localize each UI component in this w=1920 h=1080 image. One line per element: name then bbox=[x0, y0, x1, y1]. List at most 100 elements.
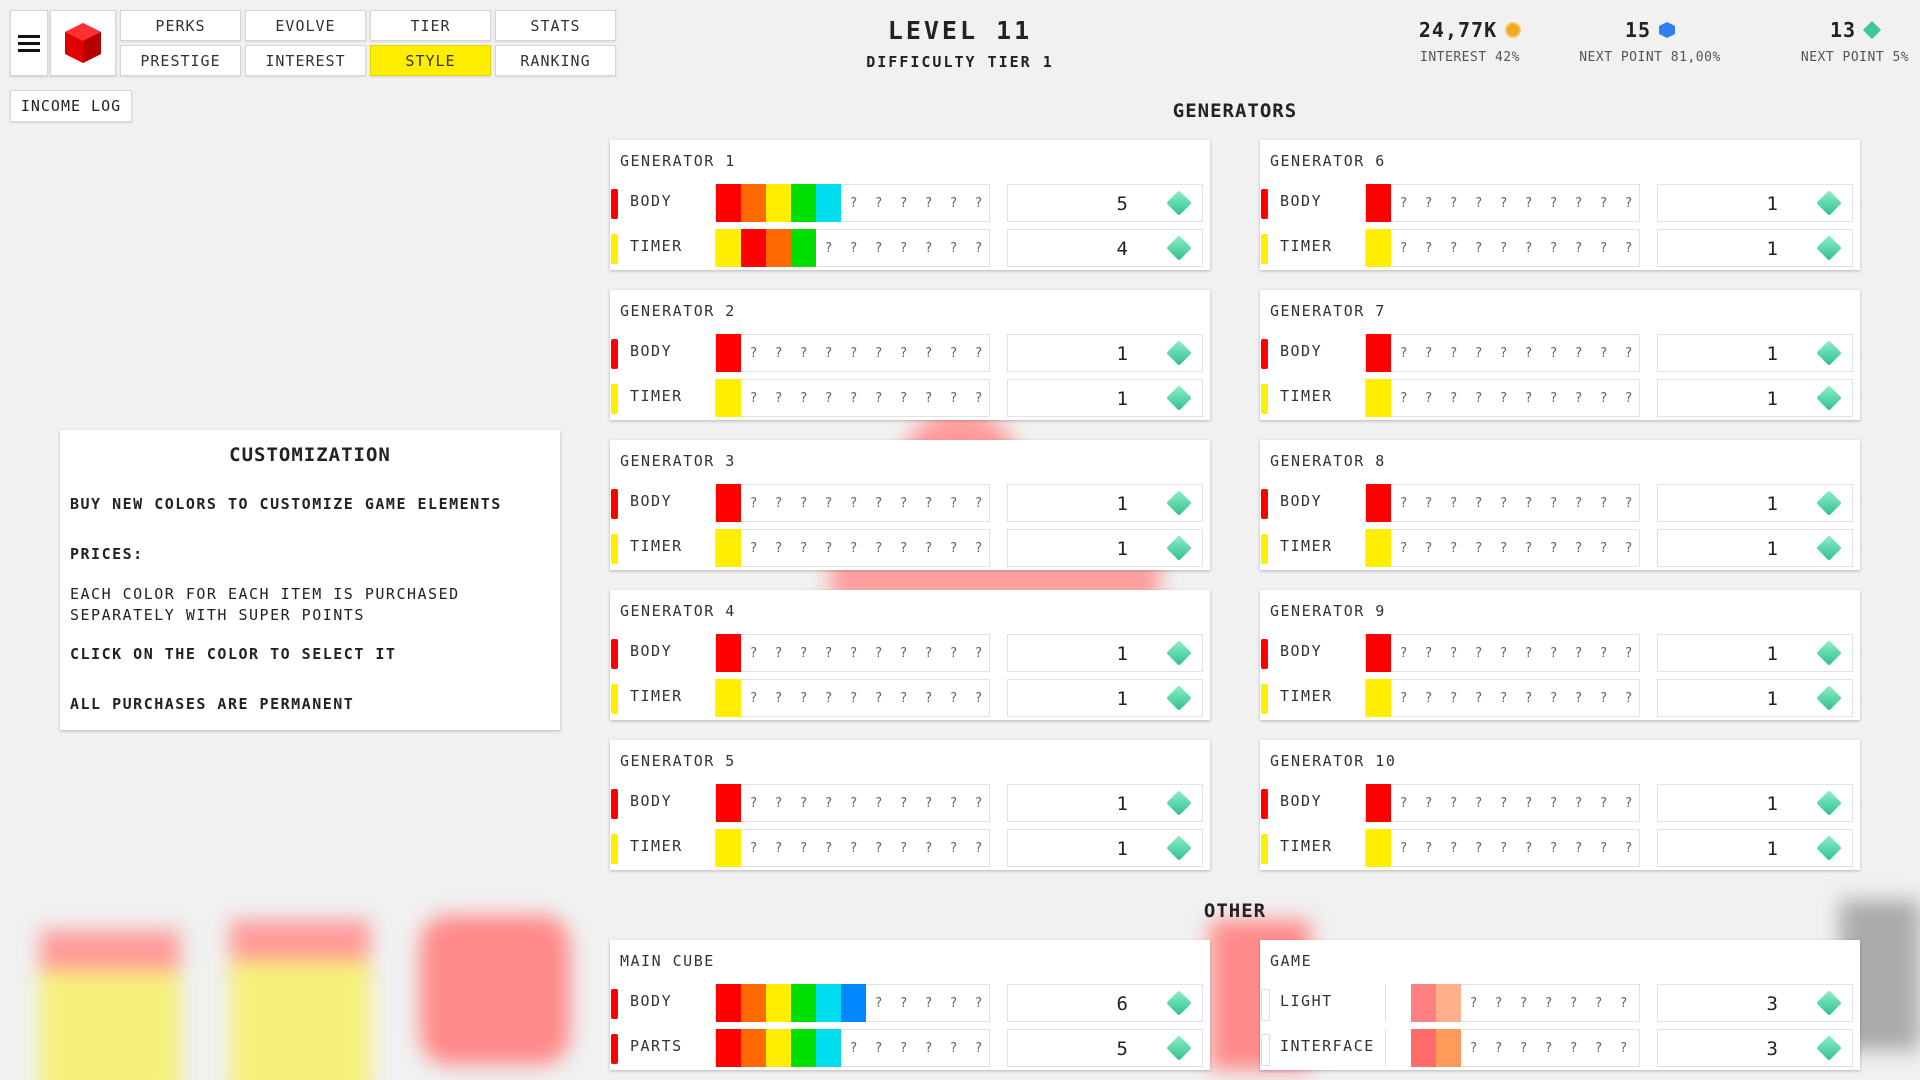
locked-color-slot[interactable]: ? bbox=[849, 840, 858, 856]
locked-color-slot[interactable]: ? bbox=[1474, 540, 1483, 556]
locked-color-slot[interactable]: ? bbox=[799, 495, 808, 511]
buy-color-button[interactable]: 3 bbox=[1657, 984, 1853, 1022]
color-swatch[interactable] bbox=[1366, 634, 1391, 672]
locked-color-slot[interactable]: ? bbox=[1524, 840, 1533, 856]
locked-color-slot[interactable]: ? bbox=[799, 390, 808, 406]
tab-prestige[interactable]: PRESTIGE bbox=[120, 45, 241, 76]
color-swatch[interactable] bbox=[1366, 229, 1391, 267]
locked-color-slot[interactable]: ? bbox=[1424, 840, 1433, 856]
locked-color-slot[interactable]: ? bbox=[1449, 240, 1458, 256]
locked-color-slot[interactable]: ? bbox=[1574, 540, 1583, 556]
buy-color-button[interactable]: 1 bbox=[1007, 679, 1203, 717]
locked-color-slot[interactable]: ? bbox=[1474, 195, 1483, 211]
locked-color-slot[interactable]: ? bbox=[899, 390, 908, 406]
income-log-button[interactable]: INCOME LOG bbox=[10, 90, 132, 122]
locked-color-slot[interactable]: ? bbox=[1399, 195, 1408, 211]
locked-color-slot[interactable]: ? bbox=[1544, 995, 1553, 1011]
locked-color-slot[interactable]: ? bbox=[1424, 690, 1433, 706]
locked-color-slot[interactable]: ? bbox=[974, 690, 983, 706]
locked-color-slot[interactable]: ? bbox=[1494, 995, 1503, 1011]
locked-color-slot[interactable]: ? bbox=[1474, 795, 1483, 811]
locked-color-slot[interactable]: ? bbox=[799, 795, 808, 811]
locked-color-slot[interactable]: ? bbox=[924, 195, 933, 211]
locked-color-slot[interactable]: ? bbox=[824, 645, 833, 661]
locked-color-slot[interactable]: ? bbox=[1524, 195, 1533, 211]
locked-color-slot[interactable]: ? bbox=[824, 240, 833, 256]
locked-color-slot[interactable]: ? bbox=[899, 345, 908, 361]
locked-color-slot[interactable]: ? bbox=[1599, 645, 1608, 661]
locked-color-slot[interactable]: ? bbox=[1569, 995, 1578, 1011]
color-swatch[interactable] bbox=[1386, 1029, 1411, 1067]
locked-color-slot[interactable]: ? bbox=[749, 390, 758, 406]
color-swatch[interactable] bbox=[1366, 784, 1391, 822]
locked-color-slot[interactable]: ? bbox=[774, 540, 783, 556]
buy-color-button[interactable]: 1 bbox=[1657, 229, 1853, 267]
locked-color-slot[interactable]: ? bbox=[1524, 240, 1533, 256]
locked-color-slot[interactable]: ? bbox=[874, 390, 883, 406]
locked-color-slot[interactable]: ? bbox=[899, 645, 908, 661]
buy-color-button[interactable]: 1 bbox=[1007, 484, 1203, 522]
locked-color-slot[interactable]: ? bbox=[849, 540, 858, 556]
locked-color-slot[interactable]: ? bbox=[1499, 390, 1508, 406]
locked-color-slot[interactable]: ? bbox=[1499, 645, 1508, 661]
locked-color-slot[interactable]: ? bbox=[849, 690, 858, 706]
locked-color-slot[interactable]: ? bbox=[949, 995, 958, 1011]
locked-color-slot[interactable]: ? bbox=[1619, 995, 1628, 1011]
locked-color-slot[interactable]: ? bbox=[1549, 540, 1558, 556]
locked-color-slot[interactable]: ? bbox=[1524, 540, 1533, 556]
locked-color-slot[interactable]: ? bbox=[924, 645, 933, 661]
locked-color-slot[interactable]: ? bbox=[1574, 795, 1583, 811]
color-swatch[interactable] bbox=[791, 229, 816, 267]
locked-color-slot[interactable]: ? bbox=[1449, 540, 1458, 556]
locked-color-slot[interactable]: ? bbox=[849, 390, 858, 406]
locked-color-slot[interactable]: ? bbox=[899, 495, 908, 511]
locked-color-slot[interactable]: ? bbox=[899, 195, 908, 211]
locked-color-slot[interactable]: ? bbox=[899, 995, 908, 1011]
buy-color-button[interactable]: 1 bbox=[1657, 184, 1853, 222]
locked-color-slot[interactable]: ? bbox=[949, 495, 958, 511]
locked-color-slot[interactable]: ? bbox=[1399, 390, 1408, 406]
locked-color-slot[interactable]: ? bbox=[1524, 345, 1533, 361]
locked-color-slot[interactable]: ? bbox=[1499, 240, 1508, 256]
locked-color-slot[interactable]: ? bbox=[1569, 1040, 1578, 1056]
locked-color-slot[interactable]: ? bbox=[974, 240, 983, 256]
locked-color-slot[interactable]: ? bbox=[1449, 390, 1458, 406]
locked-color-slot[interactable]: ? bbox=[749, 345, 758, 361]
locked-color-slot[interactable]: ? bbox=[1424, 390, 1433, 406]
locked-color-slot[interactable]: ? bbox=[1574, 645, 1583, 661]
locked-color-slot[interactable]: ? bbox=[1499, 840, 1508, 856]
color-swatch[interactable] bbox=[741, 184, 766, 222]
locked-color-slot[interactable]: ? bbox=[749, 495, 758, 511]
locked-color-slot[interactable]: ? bbox=[1519, 995, 1528, 1011]
locked-color-slot[interactable]: ? bbox=[1574, 345, 1583, 361]
locked-color-slot[interactable]: ? bbox=[874, 195, 883, 211]
color-swatch[interactable] bbox=[716, 984, 741, 1022]
locked-color-slot[interactable]: ? bbox=[1449, 195, 1458, 211]
locked-color-slot[interactable]: ? bbox=[1624, 495, 1633, 511]
locked-color-slot[interactable]: ? bbox=[1524, 645, 1533, 661]
buy-color-button[interactable]: 1 bbox=[1657, 334, 1853, 372]
tab-interest[interactable]: INTEREST bbox=[245, 45, 366, 76]
locked-color-slot[interactable]: ? bbox=[949, 195, 958, 211]
locked-color-slot[interactable]: ? bbox=[774, 795, 783, 811]
color-swatch[interactable] bbox=[1366, 184, 1391, 222]
locked-color-slot[interactable]: ? bbox=[824, 495, 833, 511]
color-swatch[interactable] bbox=[716, 379, 741, 417]
locked-color-slot[interactable]: ? bbox=[799, 840, 808, 856]
locked-color-slot[interactable]: ? bbox=[874, 1040, 883, 1056]
color-swatch[interactable] bbox=[716, 229, 741, 267]
locked-color-slot[interactable]: ? bbox=[974, 645, 983, 661]
locked-color-slot[interactable]: ? bbox=[1399, 240, 1408, 256]
locked-color-slot[interactable]: ? bbox=[1624, 645, 1633, 661]
locked-color-slot[interactable]: ? bbox=[1549, 795, 1558, 811]
locked-color-slot[interactable]: ? bbox=[849, 195, 858, 211]
locked-color-slot[interactable]: ? bbox=[1399, 540, 1408, 556]
menu-button[interactable] bbox=[10, 10, 48, 76]
buy-color-button[interactable]: 4 bbox=[1007, 229, 1203, 267]
locked-color-slot[interactable]: ? bbox=[1599, 390, 1608, 406]
locked-color-slot[interactable]: ? bbox=[849, 240, 858, 256]
locked-color-slot[interactable]: ? bbox=[1494, 1040, 1503, 1056]
locked-color-slot[interactable]: ? bbox=[1424, 645, 1433, 661]
locked-color-slot[interactable]: ? bbox=[1474, 840, 1483, 856]
locked-color-slot[interactable]: ? bbox=[1599, 345, 1608, 361]
